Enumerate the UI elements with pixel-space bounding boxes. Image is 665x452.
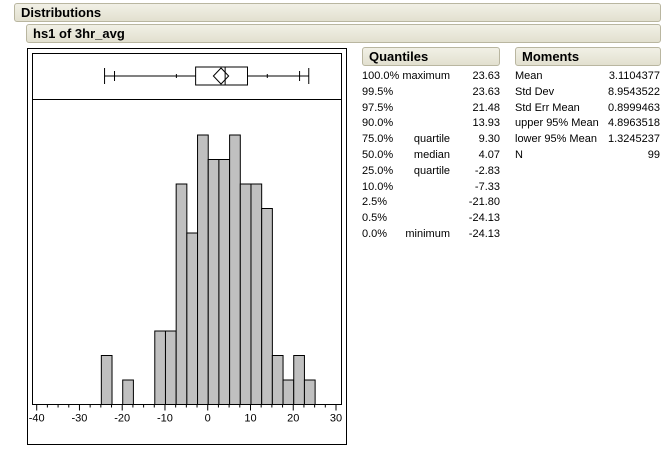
quantiles-value: -24.13: [468, 228, 500, 240]
mean-diamond: [212, 67, 230, 85]
quantiles-row: 75.0% quartile 9.30: [362, 133, 502, 148]
distributions-header[interactable]: Distributions: [14, 3, 661, 22]
axis-tick-label: -30: [72, 413, 88, 425]
quantiles-row: 99.5% 23.63: [362, 86, 502, 101]
moments-label: lower 95% Mean: [515, 133, 597, 146]
histogram-bar: [282, 379, 295, 405]
moments-label: N: [515, 149, 523, 161]
quantiles-pct: 0.0%: [362, 228, 388, 240]
distribution-plot: -40 -30 -20 -10 0 10 20 30: [27, 48, 347, 445]
quantiles-value: -2.83: [474, 164, 500, 177]
distributions-title: Distributions: [21, 5, 102, 20]
moments-value: 0.8999463: [608, 101, 660, 114]
quantiles-label: quartile: [413, 164, 450, 177]
quantiles-row: 10.0% -7.33: [362, 181, 502, 196]
quantiles-value: 9.30: [478, 133, 500, 146]
quantiles-value: -7.33: [474, 180, 500, 193]
axis-tick-label: -10: [157, 413, 173, 425]
quantiles-value: 21.48: [472, 101, 500, 114]
axis-tick-label: 0: [205, 413, 211, 425]
moments-label: Std Err Mean: [515, 101, 580, 114]
histogram-bar: [239, 183, 252, 405]
quantiles-value: -24.13: [468, 212, 500, 225]
moments-title: Moments: [522, 49, 580, 64]
axis-tick-label: 30: [330, 413, 342, 425]
moments-value: 99: [647, 149, 660, 161]
moments-header[interactable]: Moments: [515, 47, 661, 66]
quantiles-label: maximum: [402, 70, 450, 82]
histogram-bar: [154, 330, 166, 405]
quantiles-pct: 90.0%: [362, 117, 394, 130]
histogram-bar: [197, 134, 209, 405]
axis-tick-label: -20: [114, 413, 130, 425]
quantiles-value: 23.63: [472, 85, 500, 98]
quantiles-pct: 2.5%: [362, 196, 388, 209]
histogram-bar: [271, 355, 284, 405]
histogram-bar: [164, 330, 177, 405]
quantiles-pct: 75.0%: [362, 133, 394, 146]
quantiles-pct: 99.5%: [362, 85, 394, 98]
moments-value: 1.3245237: [608, 133, 660, 146]
histogram-bar: [100, 355, 113, 405]
quantiles-row: 97.5% 21.48: [362, 102, 502, 117]
moments-label: Std Dev: [515, 85, 555, 98]
quantiles-row: 25.0% quartile -2.83: [362, 165, 502, 180]
histogram-bar: [293, 355, 305, 405]
histogram-bar: [207, 159, 220, 405]
axis-tick-label: 20: [287, 413, 299, 425]
quantiles-label: minimum: [405, 228, 450, 240]
axis-tick-label: 10: [244, 413, 256, 425]
variable-title: hs1 of 3hr_avg: [33, 26, 125, 41]
moments-row: upper 95% Mean 4.8963518: [515, 117, 661, 132]
moments-row: Std Err Mean 0.8999463: [515, 102, 661, 117]
quantiles-title: Quantiles: [369, 49, 429, 64]
quantiles-row: 2.5% -21.80: [362, 196, 502, 211]
moments-label: Mean: [515, 70, 543, 82]
moments-row: N 99: [515, 149, 661, 164]
moments-row: Std Dev 8.9543522: [515, 86, 661, 101]
quantiles-value: 13.93: [472, 117, 500, 130]
quantiles-pct: 50.0%: [362, 149, 394, 161]
quantiles-label: median: [413, 149, 450, 161]
histogram-bar: [250, 183, 263, 405]
histogram-bar: [186, 232, 199, 405]
moments-value: 4.8963518: [608, 117, 660, 130]
histogram-bar: [218, 159, 231, 405]
quantiles-row: 50.0% median 4.07: [362, 149, 502, 164]
variable-header[interactable]: hs1 of 3hr_avg: [26, 24, 661, 43]
quantiles-pct: 100.0%: [362, 70, 400, 82]
quantiles-value: 4.07: [478, 149, 500, 161]
quantiles-label: quartile: [413, 133, 450, 146]
quantiles-row: 100.0% maximum 23.63: [362, 70, 502, 85]
quantiles-value: 23.63: [472, 70, 500, 82]
quantiles-row: 90.0% 13.93: [362, 117, 502, 132]
histogram-bar: [303, 379, 316, 405]
quantiles-pct: 25.0%: [362, 164, 394, 177]
quantiles-row: 0.0% minimum -24.13: [362, 228, 502, 243]
histogram-bar: [261, 208, 273, 405]
moments-label: upper 95% Mean: [515, 117, 599, 130]
iqr-box: [195, 66, 248, 86]
moments-value: 3.1104377: [608, 70, 660, 82]
quantiles-pct: 0.5%: [362, 212, 388, 225]
moments-row: Mean 3.1104377: [515, 70, 661, 85]
axis-tick-label: -40: [29, 413, 45, 425]
quantiles-pct: 10.0%: [362, 180, 394, 193]
quantiles-row: 0.5% -24.13: [362, 212, 502, 227]
quantiles-value: -21.80: [468, 196, 500, 209]
quantiles-header[interactable]: Quantiles: [362, 47, 500, 66]
histogram-bar: [229, 134, 241, 405]
moments-row: lower 95% Mean 1.3245237: [515, 133, 661, 148]
histogram-bar: [122, 379, 134, 405]
quantiles-pct: 97.5%: [362, 101, 394, 114]
moments-value: 8.9543522: [608, 85, 660, 98]
histogram-bar: [175, 183, 188, 405]
